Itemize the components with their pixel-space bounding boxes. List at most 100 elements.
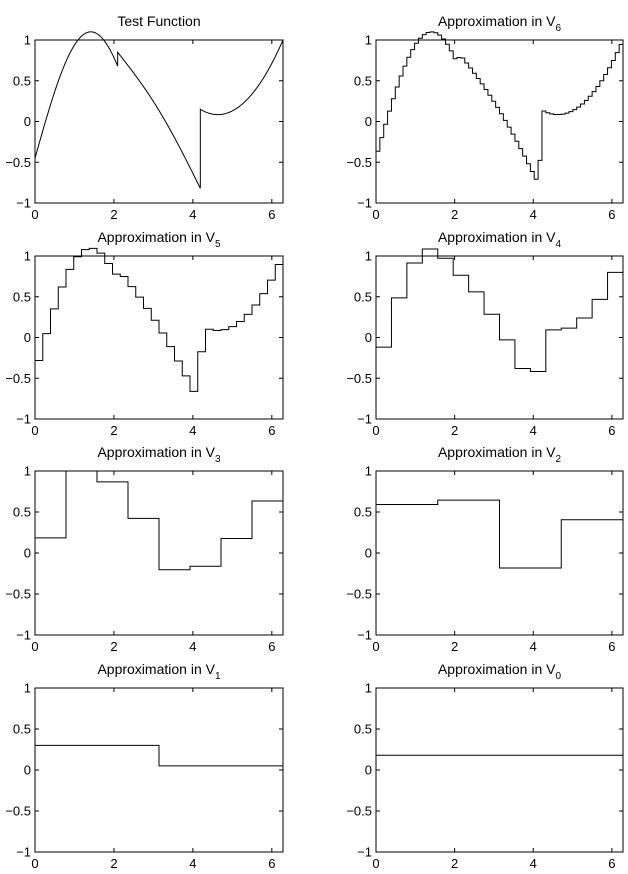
x-tick-label: 0 [372, 639, 379, 654]
x-tick-label: 0 [31, 207, 38, 222]
x-tick-label: 4 [530, 423, 537, 438]
title-subscript: 3 [215, 454, 221, 465]
y-tick-label: −1 [16, 196, 31, 211]
y-tick-label: 0.5 [354, 505, 372, 520]
x-tick-label: 6 [608, 639, 615, 654]
y-tick-label: 0.5 [354, 289, 372, 304]
x-tick-label: 6 [608, 856, 615, 871]
y-tick-label: 0.5 [13, 289, 31, 304]
title-subscript: 6 [555, 23, 561, 34]
y-tick-label: −1 [357, 845, 372, 860]
plot-frame [34, 39, 284, 204]
y-tick-label: 0 [24, 114, 31, 129]
subplot-title: Approximation in V3 [97, 444, 221, 465]
x-tick-label: 6 [608, 207, 615, 222]
y-tick-label: 0 [365, 546, 372, 561]
plot-frame [375, 39, 624, 204]
y-tick-label: −0.5 [5, 804, 31, 819]
y-tick-label: 1 [365, 33, 372, 48]
subplot-title: Approximation in V5 [97, 229, 221, 250]
series-line [34, 31, 284, 189]
plot-frame [375, 687, 624, 853]
x-tick-label: 2 [451, 639, 458, 654]
title-subscript: 4 [555, 239, 561, 250]
y-tick-label: 0.5 [13, 73, 31, 88]
x-tick-label: 4 [189, 423, 196, 438]
x-tick-label: 0 [372, 423, 379, 438]
y-tick-label: −0.5 [346, 804, 372, 819]
title-subscript: 5 [215, 239, 221, 250]
y-tick-label: −0.5 [5, 587, 31, 602]
x-tick-label: 0 [31, 423, 38, 438]
y-tick-label: 1 [24, 464, 31, 479]
x-tick-label: 6 [268, 423, 275, 438]
subplot-title: Test Function [117, 13, 200, 29]
x-tick-label: 4 [189, 207, 196, 222]
x-tick-label: 2 [110, 639, 117, 654]
series-line [35, 247, 283, 392]
x-tick-label: 4 [189, 856, 196, 871]
y-tick-label: 1 [365, 249, 372, 264]
x-tick-label: 4 [530, 856, 537, 871]
title-subscript: 2 [555, 454, 561, 465]
subplot-title: Approximation in V1 [97, 661, 221, 682]
subplot-title: Approximation in V0 [438, 661, 562, 682]
y-tick-label: 1 [24, 249, 31, 264]
x-tick-label: 2 [110, 423, 117, 438]
y-tick-label: 0.5 [354, 722, 372, 737]
y-tick-label: −0.5 [346, 587, 372, 602]
y-tick-label: 1 [24, 33, 31, 48]
y-tick-label: 1 [365, 464, 372, 479]
y-tick-label: −1 [357, 196, 372, 211]
subplot-title: Approximation in V4 [438, 229, 562, 250]
y-tick-label: −1 [16, 412, 31, 427]
y-tick-label: −1 [16, 845, 31, 860]
x-tick-label: 0 [31, 639, 38, 654]
x-tick-label: 2 [451, 856, 458, 871]
x-tick-label: 2 [451, 207, 458, 222]
y-tick-label: −0.5 [5, 155, 31, 170]
series-line [376, 499, 623, 569]
y-tick-label: 0 [365, 763, 372, 778]
x-tick-label: 6 [268, 207, 275, 222]
y-tick-label: 0 [24, 546, 31, 561]
x-tick-label: 0 [372, 207, 379, 222]
x-tick-label: 6 [608, 423, 615, 438]
y-tick-label: 0.5 [13, 505, 31, 520]
y-tick-label: 0 [24, 330, 31, 345]
y-tick-label: 1 [365, 681, 372, 696]
subplot-title: Approximation in V6 [438, 13, 562, 34]
y-tick-label: −1 [16, 628, 31, 643]
x-tick-label: 4 [530, 639, 537, 654]
y-tick-label: 0 [24, 763, 31, 778]
x-tick-label: 0 [372, 856, 379, 871]
y-tick-label: 0 [365, 114, 372, 129]
title-subscript: 0 [555, 671, 561, 682]
y-tick-label: −0.5 [346, 155, 372, 170]
x-tick-label: 2 [451, 423, 458, 438]
series-line [376, 31, 623, 180]
series-line [376, 248, 623, 373]
x-tick-label: 4 [530, 207, 537, 222]
y-tick-label: −0.5 [5, 371, 31, 386]
x-tick-label: 6 [268, 856, 275, 871]
x-tick-label: 6 [268, 639, 275, 654]
y-tick-label: 0 [365, 330, 372, 345]
y-tick-label: 0.5 [354, 73, 372, 88]
y-tick-label: −0.5 [346, 371, 372, 386]
series-line [35, 744, 283, 767]
title-subscript: 1 [215, 671, 221, 682]
y-tick-label: −1 [357, 412, 372, 427]
y-tick-label: 0.5 [13, 722, 31, 737]
series-line [35, 470, 283, 571]
y-tick-label: −1 [357, 628, 372, 643]
x-tick-label: 2 [110, 207, 117, 222]
